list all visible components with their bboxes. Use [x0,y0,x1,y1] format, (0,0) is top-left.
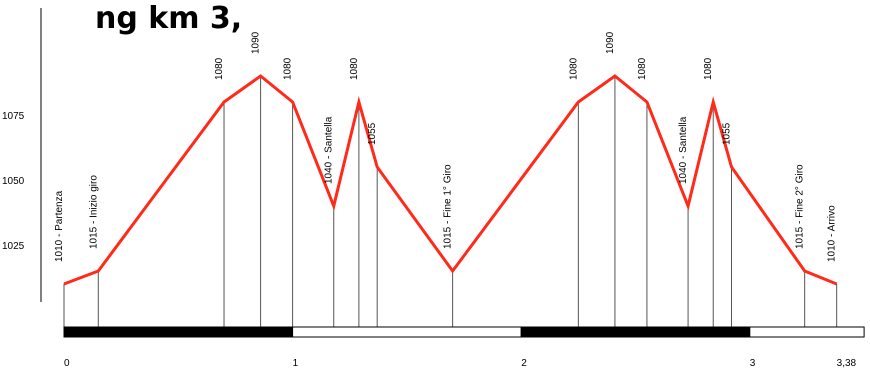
y-tick-label-1: 1050 [2,176,25,187]
x-tick-label-3: 3 [750,358,756,369]
distance-scale-bar [64,327,864,337]
point-label-9: 1080 [568,57,579,80]
y-tick-label-0: 1025 [2,241,25,252]
chart-title: ng km 3, [95,1,242,36]
scale-bar-segment-0 [64,327,293,337]
point-label-0: 1010 - Partenza [54,190,65,262]
x-axis-ticks: 0 1 2 3 3,38 [64,358,857,369]
point-label-13: 1080 [703,57,714,80]
point-label-12: 1040 - Santella [678,116,689,184]
point-label-15: 1015 - Fine 2° Giro [795,164,806,249]
point-label-8: 1015 - Fine 1° Giro [443,164,454,249]
y-axis-ticks: 1025 1050 1075 [2,111,25,252]
scale-bar-segment-2 [521,327,750,337]
point-label-6: 1080 [349,57,360,80]
point-label-4: 1080 [283,57,294,80]
x-tick-label-2: 2 [521,358,527,369]
scale-bar-segment-3 [750,327,864,337]
x-tick-label-4: 3,38 [837,358,857,369]
point-label-5: 1040 - Santella [324,116,335,184]
x-tick-label-0: 0 [64,358,70,369]
point-labels: 1010 - Partenza 1015 - Inizio giro 1080 109… [54,31,838,262]
point-label-10: 1090 [605,31,616,54]
y-tick-label-2: 1075 [2,111,25,122]
point-label-16: 1010 - Arrivo [827,205,838,262]
point-label-14: 1055 [722,122,733,145]
scale-bar-segment-1 [293,327,522,337]
point-label-11: 1080 [637,57,648,80]
x-tick-label-1: 1 [293,358,299,369]
point-label-2: 1080 [214,57,225,80]
point-label-7: 1055 [367,122,378,145]
point-label-3: 1090 [251,31,262,54]
point-label-1: 1015 - Inizio giro [88,175,99,249]
